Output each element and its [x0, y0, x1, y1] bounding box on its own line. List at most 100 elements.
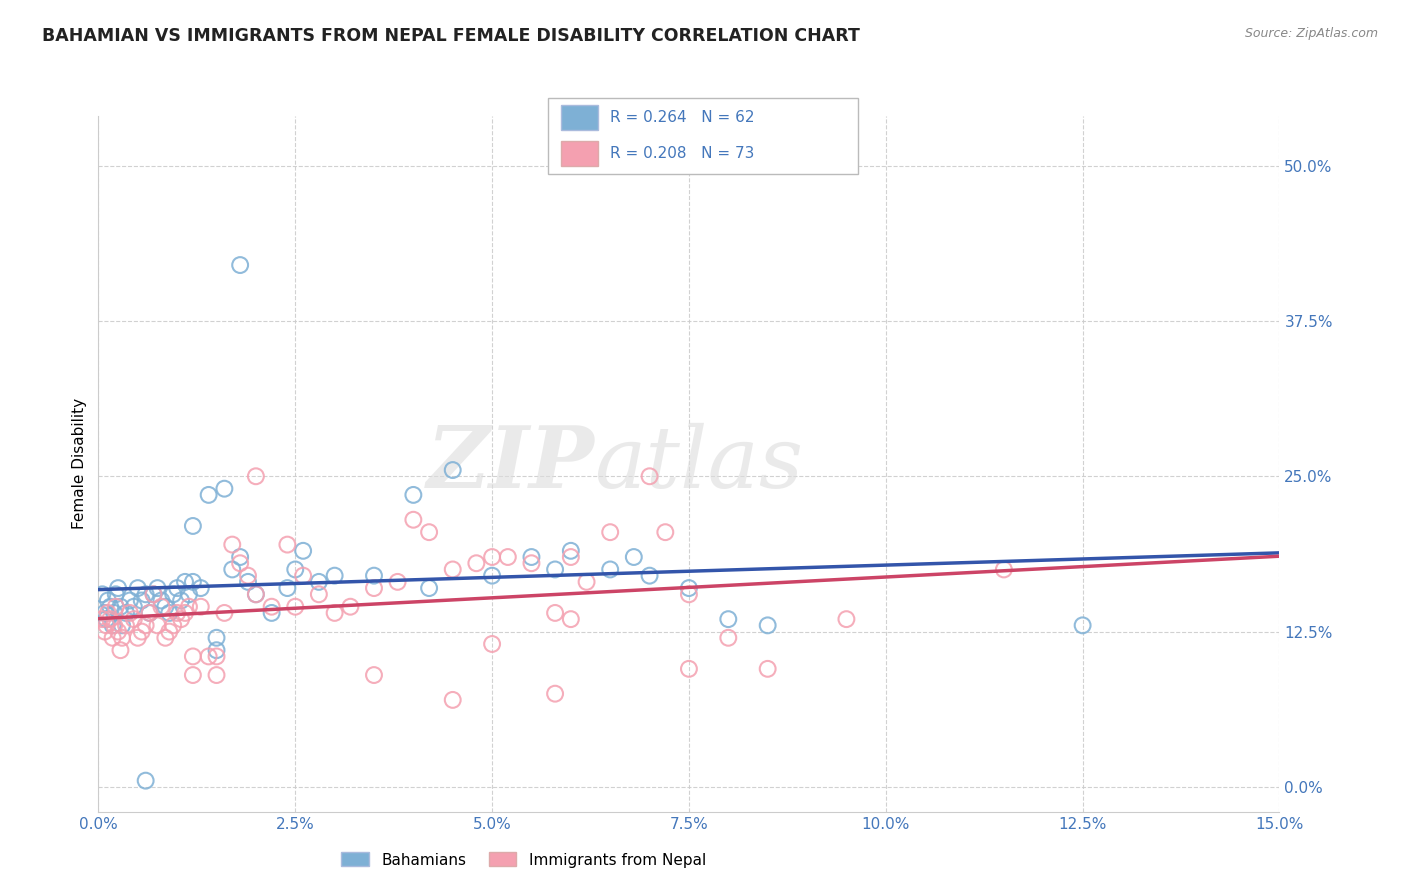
Point — [170, 593, 193, 607]
Point — [214, 606, 236, 620]
Point — [127, 631, 149, 645]
Point — [104, 587, 127, 601]
Point — [308, 574, 330, 589]
Point — [323, 606, 346, 620]
Point — [101, 618, 124, 632]
Point — [214, 482, 236, 496]
Point — [166, 606, 188, 620]
Point — [96, 618, 118, 632]
Point — [181, 649, 204, 664]
Point — [993, 562, 1015, 576]
Point — [418, 581, 440, 595]
Point — [155, 599, 177, 614]
Point — [441, 463, 464, 477]
Point — [122, 599, 145, 614]
Point — [678, 581, 700, 595]
Point — [135, 773, 157, 788]
Point — [205, 643, 228, 657]
Point — [122, 612, 145, 626]
Point — [155, 631, 177, 645]
Point — [465, 556, 488, 570]
Point — [118, 593, 141, 607]
Point — [138, 606, 160, 620]
Text: BAHAMIAN VS IMMIGRANTS FROM NEPAL FEMALE DISABILITY CORRELATION CHART: BAHAMIAN VS IMMIGRANTS FROM NEPAL FEMALE… — [42, 27, 860, 45]
Point — [363, 568, 385, 582]
Point — [481, 637, 503, 651]
Point — [402, 513, 425, 527]
Point — [157, 606, 180, 620]
Point — [197, 649, 219, 664]
Point — [115, 618, 138, 632]
Point — [623, 549, 645, 564]
Point — [308, 587, 330, 601]
Point — [135, 587, 157, 601]
Point — [146, 581, 169, 595]
Point — [717, 612, 740, 626]
Point — [101, 631, 124, 645]
Point — [138, 606, 160, 620]
Point — [481, 549, 503, 564]
Point — [166, 581, 188, 595]
Point — [245, 587, 267, 601]
Point — [107, 624, 129, 639]
Point — [229, 556, 252, 570]
Point — [260, 599, 283, 614]
Point — [599, 525, 621, 540]
Point — [284, 599, 307, 614]
Point — [177, 599, 200, 614]
Point — [197, 488, 219, 502]
Point — [599, 562, 621, 576]
Point — [292, 568, 315, 582]
Point — [654, 525, 676, 540]
Point — [170, 612, 193, 626]
Point — [544, 687, 567, 701]
Point — [245, 587, 267, 601]
Point — [205, 649, 228, 664]
Point — [236, 574, 259, 589]
Point — [756, 618, 779, 632]
Point — [229, 258, 252, 272]
Point — [91, 587, 114, 601]
Point — [177, 587, 200, 601]
Point — [181, 668, 204, 682]
Point — [91, 612, 114, 626]
FancyBboxPatch shape — [561, 141, 598, 166]
Point — [260, 606, 283, 620]
Point — [638, 469, 661, 483]
Point — [142, 587, 165, 601]
Point — [560, 612, 582, 626]
FancyBboxPatch shape — [561, 105, 598, 130]
Point — [103, 606, 125, 620]
Point — [150, 599, 173, 614]
Point — [127, 581, 149, 595]
Point — [107, 581, 129, 595]
Point — [292, 544, 315, 558]
Point — [131, 593, 153, 607]
Point — [678, 662, 700, 676]
Point — [97, 606, 120, 620]
Point — [544, 562, 567, 576]
Point — [387, 574, 409, 589]
Point — [245, 469, 267, 483]
Point — [98, 599, 121, 614]
Point — [205, 631, 228, 645]
FancyBboxPatch shape — [548, 98, 858, 174]
Point — [441, 693, 464, 707]
Point — [638, 568, 661, 582]
Text: ZIP: ZIP — [426, 422, 595, 506]
Point — [560, 544, 582, 558]
Point — [162, 587, 184, 601]
Point — [115, 606, 138, 620]
Point — [441, 562, 464, 576]
Point — [418, 525, 440, 540]
Text: atlas: atlas — [595, 423, 804, 505]
Text: R = 0.208   N = 73: R = 0.208 N = 73 — [610, 146, 755, 161]
Point — [756, 662, 779, 676]
Point — [481, 568, 503, 582]
Point — [363, 668, 385, 682]
Point — [544, 606, 567, 620]
Point — [93, 624, 115, 639]
Point — [190, 599, 212, 614]
Point — [520, 549, 543, 564]
Point — [174, 574, 197, 589]
